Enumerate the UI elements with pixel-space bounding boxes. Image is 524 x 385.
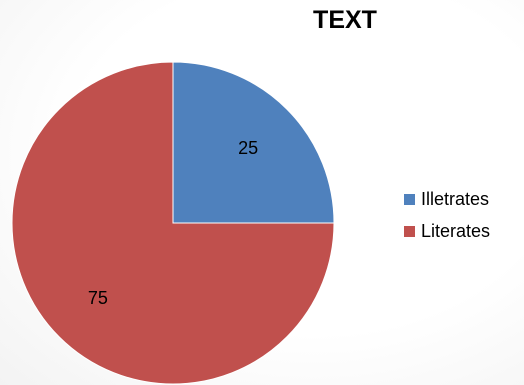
data-label-literates: 75 <box>88 288 108 308</box>
legend-label: Literates <box>421 220 491 241</box>
legend-item-illetrates: Illetrates <box>404 186 490 212</box>
legend-swatch <box>404 193 415 205</box>
legend-swatch <box>404 225 415 237</box>
pie-slice-illetrates <box>172 61 335 224</box>
pie-slice-literates <box>11 61 335 385</box>
chart-title: TEXT <box>313 6 377 34</box>
legend-item-literates: Literates <box>404 218 490 244</box>
data-label-illetrates: 25 <box>238 138 258 158</box>
pie-data-labels: 25 75 <box>88 138 258 308</box>
legend: Illetrates Literates <box>404 186 490 250</box>
pie-slices <box>11 61 335 385</box>
legend-label: Illetrates <box>421 188 490 209</box>
